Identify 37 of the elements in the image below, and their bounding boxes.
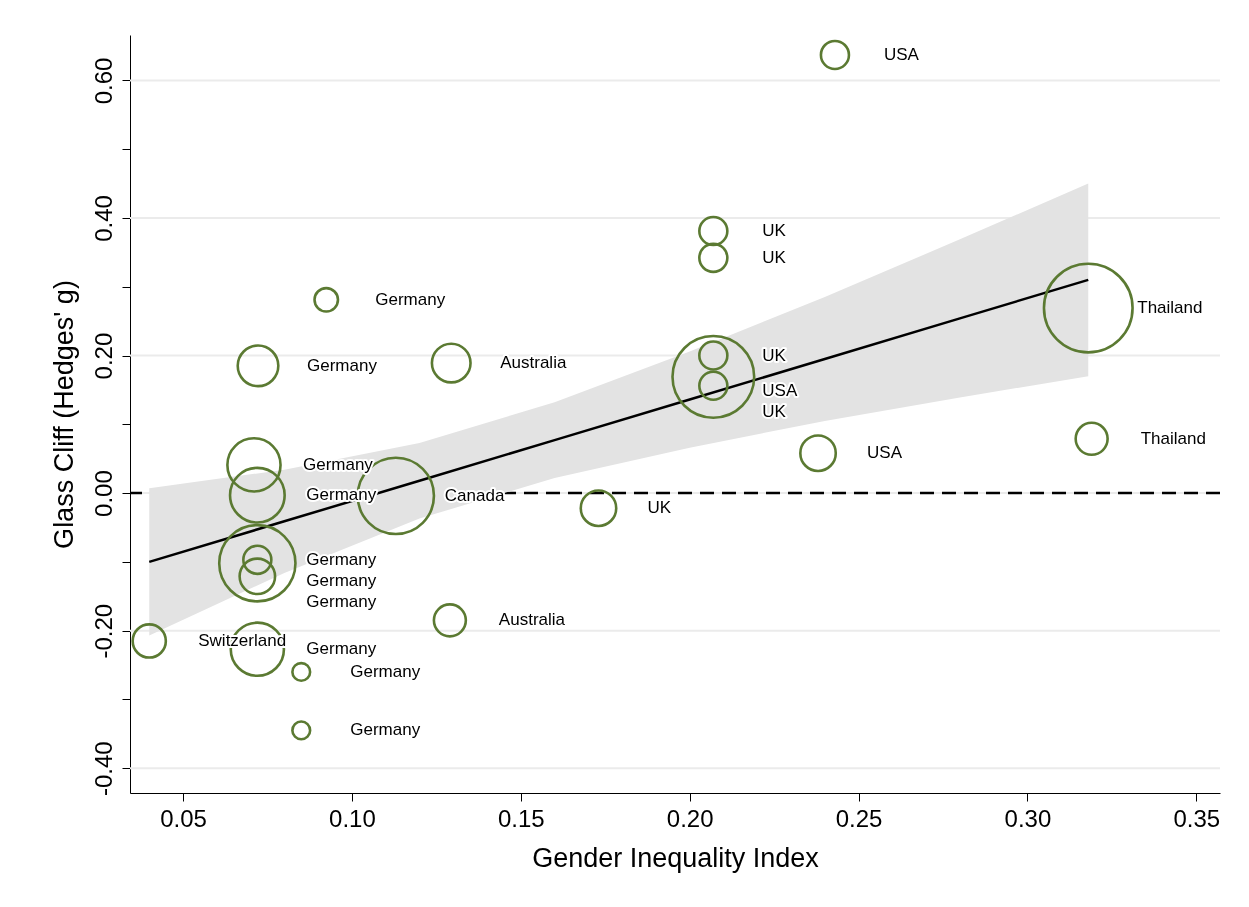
annotation: USA (883, 44, 920, 64)
annotation: UK (762, 221, 787, 241)
annotation: Germany (306, 591, 377, 611)
annotation: Canada (444, 485, 505, 505)
annotation: USA (762, 380, 798, 400)
annotation: Germany (306, 570, 377, 590)
annotation: UK (762, 247, 787, 267)
x-axis-title: Gender Inequality Index (532, 842, 820, 873)
annotation: Germany (350, 720, 421, 740)
x-tick-label: 0.10 (329, 804, 376, 832)
y-tick-label: -0.40 (89, 741, 117, 797)
x-tick-label: 0.30 (1004, 804, 1052, 832)
x-tick-label: 0.05 (160, 804, 207, 832)
annotation: Australia (500, 353, 567, 373)
annotation: UK (762, 345, 787, 365)
y-tick-label: 0.60 (89, 57, 117, 105)
annotation: Australia (498, 610, 566, 630)
annotation: Germany (307, 355, 378, 375)
annotation: UK (762, 401, 787, 421)
x-tick-label: 0.35 (1173, 804, 1221, 832)
y-tick-label: 0.20 (89, 332, 117, 380)
y-tick-label: 0.40 (89, 195, 117, 242)
annotation: Germany (375, 289, 446, 309)
x-tick-label: 0.20 (666, 804, 714, 832)
annotation: Germany (350, 661, 421, 681)
annotation: Thailand (1137, 298, 1203, 318)
annotation: Thailand (1140, 428, 1206, 448)
annotation: UK (647, 498, 672, 518)
annotation: Germany (306, 639, 377, 659)
x-tick-label: 0.25 (835, 804, 883, 832)
annotation: Germany (306, 549, 377, 569)
y-tick-label: -0.20 (89, 603, 117, 659)
annotation: Germany (302, 454, 374, 474)
x-tick-label: 0.15 (497, 804, 545, 832)
y-axis-title: Glass Cliff (Hedges' g) (48, 280, 79, 549)
annotation: USA (867, 443, 903, 463)
y-tick-label: 0.00 (89, 470, 117, 517)
